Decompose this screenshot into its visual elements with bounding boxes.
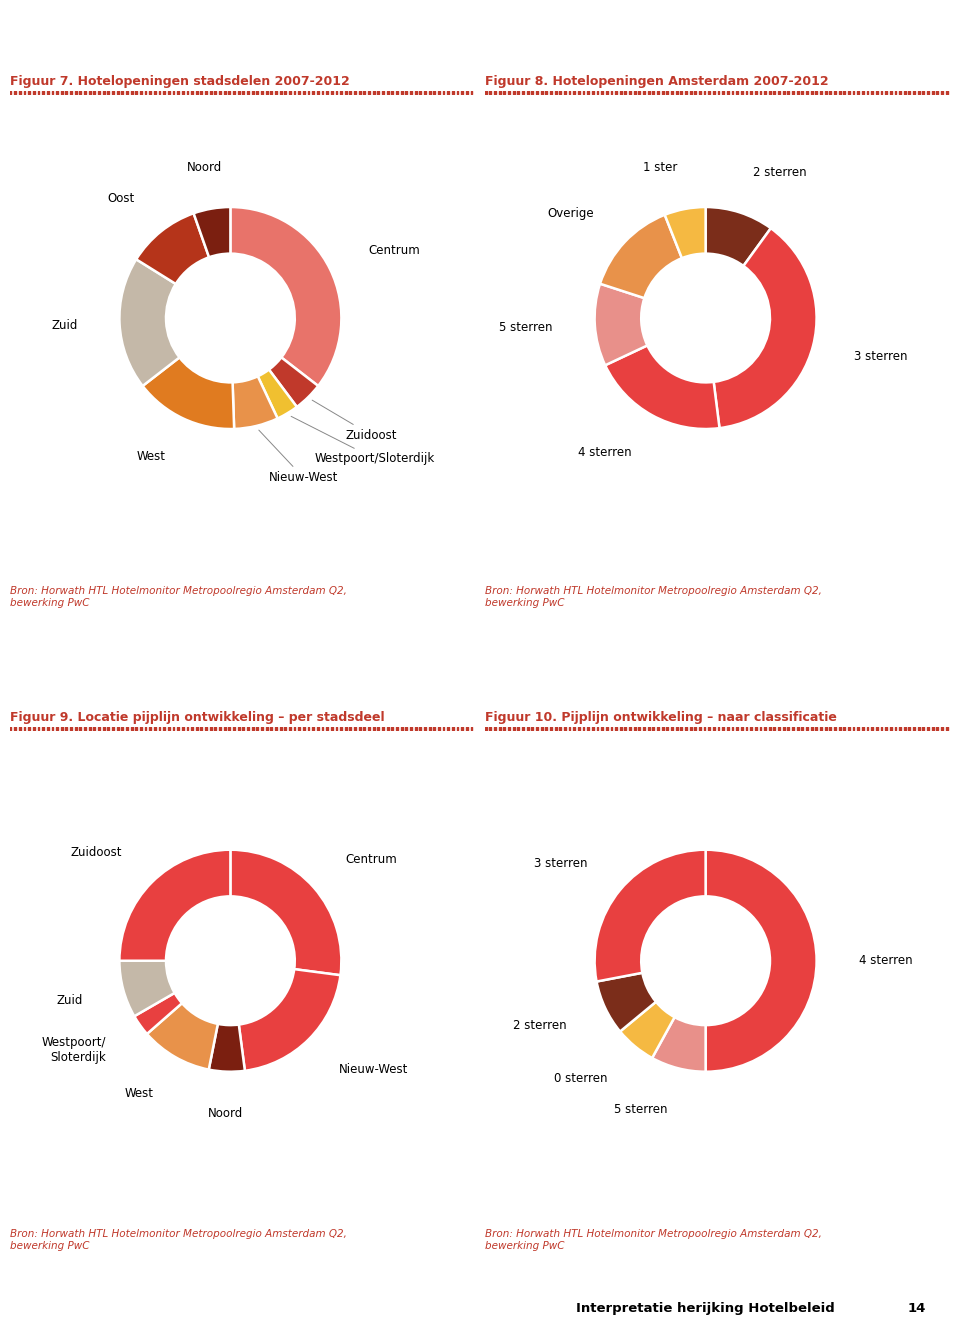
Wedge shape — [134, 994, 182, 1034]
Wedge shape — [594, 850, 706, 981]
Text: Noord: Noord — [187, 161, 223, 174]
Wedge shape — [594, 284, 647, 366]
Wedge shape — [208, 1024, 245, 1071]
Text: 2 sterren: 2 sterren — [753, 166, 806, 179]
Text: 4 sterren: 4 sterren — [578, 446, 632, 459]
Text: 0 sterren: 0 sterren — [555, 1073, 608, 1085]
Wedge shape — [147, 1003, 218, 1070]
Text: Westpoort/
Sloterdijk: Westpoort/ Sloterdijk — [41, 1036, 106, 1065]
Text: 1 ster: 1 ster — [642, 161, 677, 174]
Text: 4 sterren: 4 sterren — [859, 955, 912, 967]
Text: Nieuw-West: Nieuw-West — [259, 430, 338, 485]
Text: Nieuw-West: Nieuw-West — [339, 1063, 408, 1075]
Wedge shape — [143, 358, 234, 428]
Wedge shape — [713, 228, 817, 428]
Wedge shape — [232, 376, 277, 428]
Text: 2 sterren: 2 sterren — [514, 1019, 567, 1032]
Text: Figuur 9. Locatie pijplijn ontwikkeling – per stadsdeel: Figuur 9. Locatie pijplijn ontwikkeling … — [10, 711, 384, 724]
Text: Centrum: Centrum — [368, 244, 420, 257]
Wedge shape — [600, 214, 682, 299]
Text: 5 sterren: 5 sterren — [499, 321, 553, 335]
Text: Figuur 10. Pijplijn ontwikkeling – naar classificatie: Figuur 10. Pijplijn ontwikkeling – naar … — [485, 711, 837, 724]
Wedge shape — [119, 260, 180, 386]
Wedge shape — [230, 850, 342, 975]
Wedge shape — [706, 208, 771, 266]
Wedge shape — [194, 208, 230, 257]
Text: West: West — [125, 1087, 154, 1099]
Text: Zuid: Zuid — [56, 994, 83, 1007]
Text: 5 sterren: 5 sterren — [614, 1102, 667, 1115]
Text: Interpretatie herijking Hotelbeleid: Interpretatie herijking Hotelbeleid — [576, 1302, 835, 1315]
Text: Bron: Horwath HTL Hotelmonitor Metropoolregio Amsterdam Q2,
bewerking PwC: Bron: Horwath HTL Hotelmonitor Metropool… — [485, 1229, 822, 1251]
Text: 3 sterren: 3 sterren — [854, 349, 907, 363]
Text: Figuur 8. Hotelopeningen Amsterdam 2007-2012: Figuur 8. Hotelopeningen Amsterdam 2007-… — [485, 75, 828, 88]
Wedge shape — [230, 208, 342, 386]
Wedge shape — [664, 208, 706, 258]
Wedge shape — [706, 850, 817, 1071]
Wedge shape — [239, 969, 341, 1071]
Text: Bron: Horwath HTL Hotelmonitor Metropoolregio Amsterdam Q2,
bewerking PwC: Bron: Horwath HTL Hotelmonitor Metropool… — [10, 1229, 347, 1251]
Text: Zuidoost: Zuidoost — [312, 400, 397, 442]
Wedge shape — [620, 1002, 675, 1058]
Text: Westpoort/Sloterdijk: Westpoort/Sloterdijk — [291, 416, 435, 466]
Text: Oost: Oost — [108, 191, 134, 205]
Wedge shape — [269, 358, 318, 407]
Text: Figuur 7. Hotelopeningen stadsdelen 2007-2012: Figuur 7. Hotelopeningen stadsdelen 2007… — [10, 75, 349, 88]
Text: Zuidoost: Zuidoost — [71, 846, 122, 858]
Wedge shape — [119, 960, 175, 1016]
Wedge shape — [605, 345, 719, 428]
Wedge shape — [119, 850, 230, 960]
Text: Centrum: Centrum — [346, 853, 397, 866]
Text: Bron: Horwath HTL Hotelmonitor Metropoolregio Amsterdam Q2,
bewerking PwC: Bron: Horwath HTL Hotelmonitor Metropool… — [485, 586, 822, 608]
Wedge shape — [596, 973, 656, 1031]
Wedge shape — [258, 370, 297, 419]
Text: West: West — [136, 450, 165, 463]
Text: Overige: Overige — [547, 206, 594, 220]
Text: 14: 14 — [908, 1302, 926, 1315]
Text: Noord: Noord — [207, 1107, 243, 1121]
Text: 3 sterren: 3 sterren — [534, 857, 588, 869]
Wedge shape — [136, 213, 209, 284]
Text: Bron: Horwath HTL Hotelmonitor Metropoolregio Amsterdam Q2,
bewerking PwC: Bron: Horwath HTL Hotelmonitor Metropool… — [10, 586, 347, 608]
Text: Zuid: Zuid — [51, 319, 78, 332]
Wedge shape — [652, 1018, 706, 1071]
